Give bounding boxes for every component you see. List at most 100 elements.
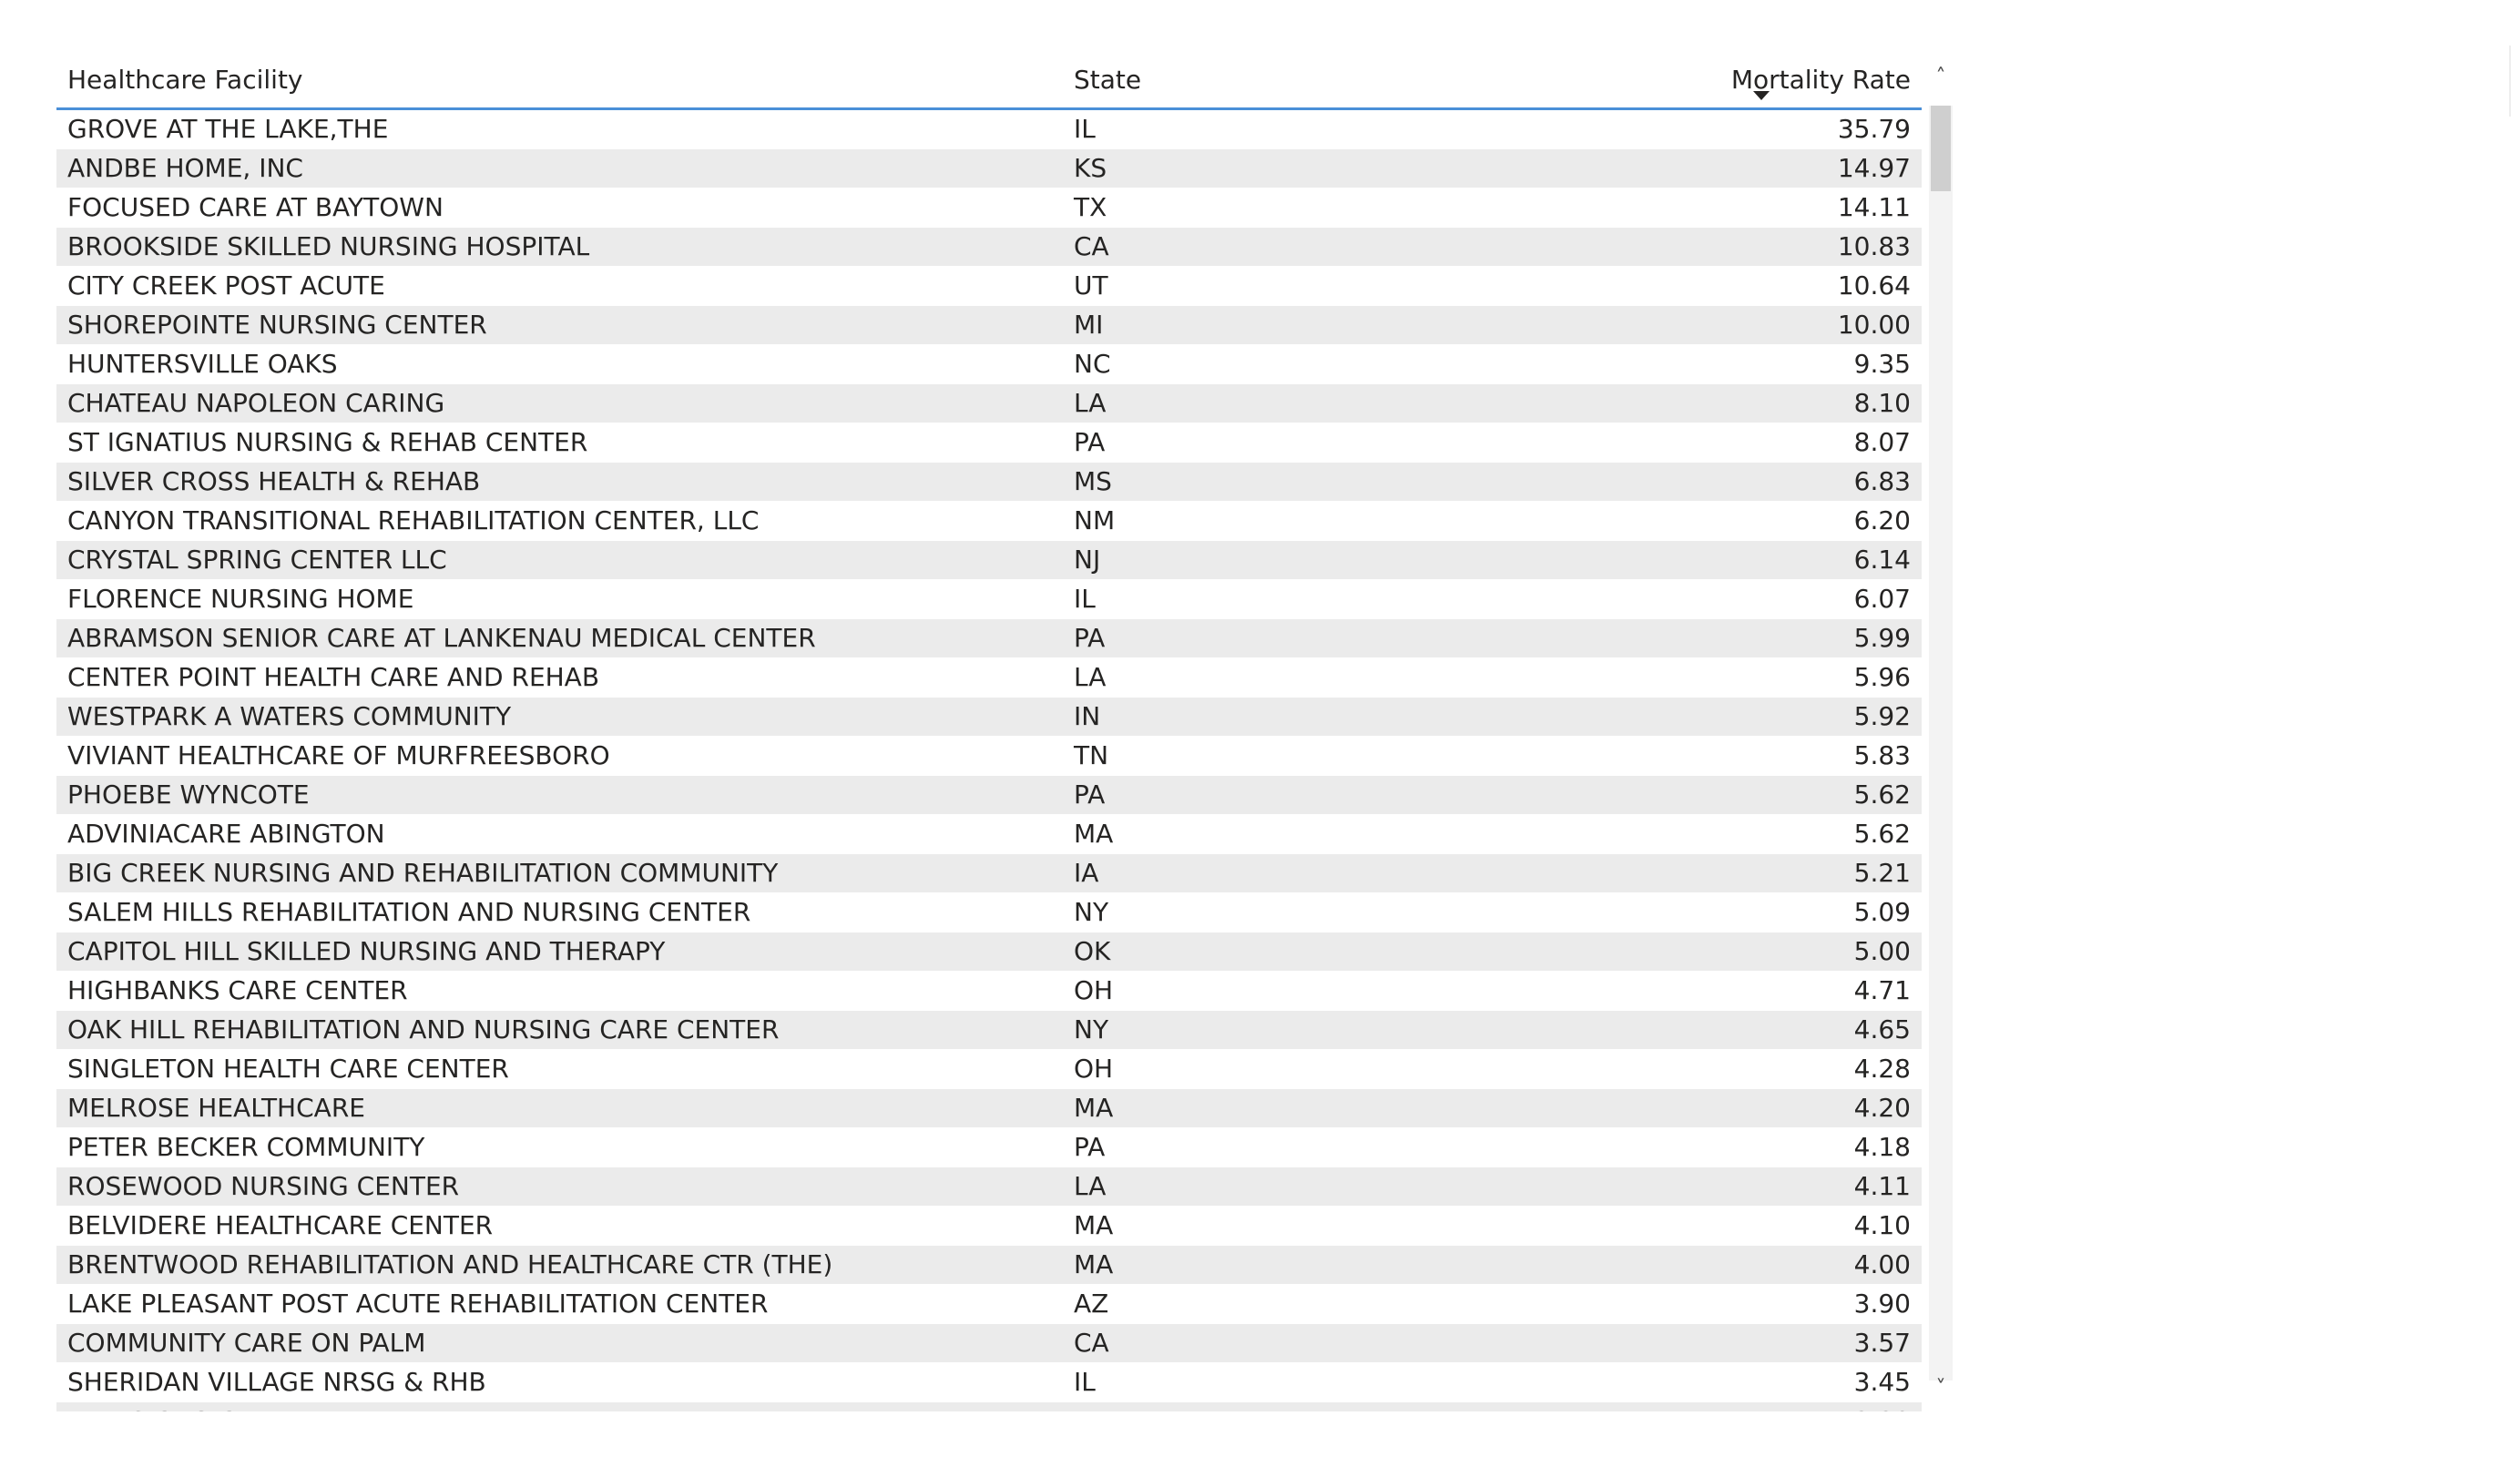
- scroll-up-icon[interactable]: ˄: [1935, 66, 1946, 88]
- cell-mortality-rate: 35.79: [1837, 114, 1911, 144]
- cell-mortality-rate: 9.35: [1853, 349, 1911, 379]
- cell-state: TX: [1074, 192, 1107, 222]
- table-row[interactable]: SILVER CROSS HEALTH & REHAB MS 6.83: [56, 463, 1922, 502]
- cell-mortality-rate: 5.92: [1853, 701, 1911, 731]
- cell-healthcare-facility: COMMUNITY CARE ON PALM: [67, 1328, 426, 1358]
- table-row[interactable]: MELROSE HEALTHCARE MA 4.20: [56, 1089, 1922, 1128]
- cell-mortality-rate: 6.20: [1853, 505, 1911, 535]
- cell-healthcare-facility: VIVIANT HEALTHCARE OF MURFREESBORO: [67, 740, 610, 770]
- table-row[interactable]: ABRAMSON SENIOR CARE AT LANKENAU MEDICAL…: [56, 619, 1922, 658]
- table-row[interactable]: CHATEAU NAPOLEON CARING LA 8.10: [56, 384, 1922, 423]
- cell-mortality-rate: 8.10: [1853, 388, 1911, 418]
- table-row[interactable]: FLORENCE NURSING HOME IL 6.07: [56, 580, 1922, 619]
- cell-state: NJ: [1074, 545, 1101, 575]
- cell-healthcare-facility: OAK HILL REHABILITATION AND NURSING CARE…: [67, 1014, 780, 1044]
- cell-healthcare-facility: HIGHBANKS CARE CENTER: [67, 975, 408, 1005]
- table-row[interactable]: PETER BECKER COMMUNITY PA 4.18: [56, 1128, 1922, 1167]
- table-row[interactable]: LAKE PLEASANT POST ACUTE REHABILITATION …: [56, 1285, 1922, 1324]
- cell-healthcare-facility: SHOREPOINTE NURSING CENTER: [67, 310, 487, 340]
- table-row[interactable]: OAK HILL REHABILITATION AND NURSING CARE…: [56, 1011, 1922, 1050]
- cell-healthcare-facility: SINGLETON HEALTH CARE CENTER: [67, 1054, 509, 1084]
- table-row[interactable]: ANN'S CHOICE PA 3.39: [56, 1402, 1922, 1411]
- table-row[interactable]: ROSEWOOD NURSING CENTER LA 4.11: [56, 1167, 1922, 1207]
- cell-mortality-rate: 5.99: [1853, 623, 1911, 653]
- table-row[interactable]: SHOREPOINTE NURSING CENTER MI 10.00: [56, 306, 1922, 345]
- table-row[interactable]: CAPITOL HILL SKILLED NURSING AND THERAPY…: [56, 932, 1922, 972]
- scrollbar-thumb[interactable]: [1931, 106, 1951, 191]
- cell-state: PA: [1074, 779, 1106, 810]
- cell-healthcare-facility: FLORENCE NURSING HOME: [67, 584, 414, 614]
- cell-healthcare-facility: ANDBE HOME, INC: [67, 153, 303, 183]
- table-row[interactable]: SINGLETON HEALTH CARE CENTER OH 4.28: [56, 1050, 1922, 1089]
- column-header-state[interactable]: State: [1074, 65, 1142, 95]
- cell-healthcare-facility: CITY CREEK POST ACUTE: [67, 270, 385, 301]
- cell-state: MA: [1074, 1210, 1114, 1240]
- cell-state: UT: [1074, 270, 1108, 301]
- cell-state: MA: [1074, 1093, 1114, 1123]
- cell-state: IN: [1074, 701, 1101, 731]
- table-row[interactable]: CANYON TRANSITIONAL REHABILITATION CENTE…: [56, 502, 1922, 541]
- table-row[interactable]: HUNTERSVILLE OAKS NC 9.35: [56, 345, 1922, 384]
- table-row[interactable]: COMMUNITY CARE ON PALM CA 3.57: [56, 1324, 1922, 1363]
- table-row[interactable]: CRYSTAL SPRING CENTER LLC NJ 6.14: [56, 541, 1922, 580]
- cell-healthcare-facility: SALEM HILLS REHABILITATION AND NURSING C…: [67, 897, 751, 927]
- table-row[interactable]: SHERIDAN VILLAGE NRSG & RHB IL 3.45: [56, 1363, 1922, 1402]
- table-row[interactable]: BRENTWOOD REHABILITATION AND HEALTHCARE …: [56, 1246, 1922, 1285]
- cell-mortality-rate: 6.83: [1853, 466, 1911, 496]
- cell-state: CA: [1074, 1328, 1109, 1358]
- cell-state: OK: [1074, 936, 1111, 966]
- cell-mortality-rate: 3.45: [1853, 1367, 1911, 1397]
- table-row[interactable]: BIG CREEK NURSING AND REHABILITATION COM…: [56, 854, 1922, 893]
- cell-state: PA: [1074, 1132, 1106, 1162]
- cell-state: NY: [1074, 897, 1109, 927]
- table-row[interactable]: GROVE AT THE LAKE,THE IL 35.79: [56, 110, 1922, 149]
- table-row[interactable]: BELVIDERE HEALTHCARE CENTER MA 4.10: [56, 1207, 1922, 1246]
- cell-mortality-rate: 5.62: [1853, 819, 1911, 849]
- cell-state: MA: [1074, 819, 1114, 849]
- table-row[interactable]: SALEM HILLS REHABILITATION AND NURSING C…: [56, 893, 1922, 932]
- table-row[interactable]: ST IGNATIUS NURSING & REHAB CENTER PA 8.07: [56, 423, 1922, 463]
- column-header-healthcare-facility[interactable]: Healthcare Facility: [67, 65, 303, 95]
- table-row[interactable]: ANDBE HOME, INC KS 14.97: [56, 149, 1922, 188]
- table-row[interactable]: FOCUSED CARE AT BAYTOWN TX 14.11: [56, 188, 1922, 228]
- table-row[interactable]: CENTER POINT HEALTH CARE AND REHAB LA 5.96: [56, 658, 1922, 698]
- scroll-down-icon[interactable]: ˅: [1935, 1377, 1946, 1400]
- cell-mortality-rate: 6.14: [1853, 545, 1911, 575]
- cell-mortality-rate: 3.39: [1854, 1402, 1911, 1411]
- cell-healthcare-facility: SILVER CROSS HEALTH & REHAB: [67, 466, 481, 496]
- cell-state: IA: [1074, 858, 1099, 888]
- cell-state: LA: [1074, 1171, 1107, 1201]
- table-row[interactable]: WESTPARK A WATERS COMMUNITY IN 5.92: [56, 698, 1922, 737]
- table-body: GROVE AT THE LAKE,THE IL 35.79 ANDBE HOME, …: [56, 110, 1922, 1411]
- cell-mortality-rate: 4.18: [1853, 1132, 1911, 1162]
- cell-mortality-rate: 5.09: [1853, 897, 1911, 927]
- table-row[interactable]: PHOEBE WYNCOTE PA 5.62: [56, 776, 1922, 815]
- table-row[interactable]: VIVIANT HEALTHCARE OF MURFREESBORO TN 5.83: [56, 737, 1922, 776]
- cell-state: TN: [1074, 740, 1109, 770]
- cell-state: IL: [1074, 584, 1096, 614]
- column-header-mortality-rate[interactable]: Mortality Rate: [1730, 65, 1911, 95]
- table-row[interactable]: CITY CREEK POST ACUTE UT 10.64: [56, 267, 1922, 306]
- cell-state: CA: [1074, 231, 1109, 261]
- sort-descending-icon[interactable]: [1753, 91, 1770, 100]
- cell-state: AZ: [1074, 1289, 1109, 1319]
- cell-healthcare-facility: FOCUSED CARE AT BAYTOWN: [67, 192, 444, 222]
- cell-healthcare-facility: WESTPARK A WATERS COMMUNITY: [67, 701, 512, 731]
- cell-state: IL: [1074, 1367, 1096, 1397]
- table-row[interactable]: BROOKSIDE SKILLED NURSING HOSPITAL CA 10.8…: [56, 228, 1922, 267]
- table-row[interactable]: ADVINIACARE ABINGTON MA 5.62: [56, 815, 1922, 854]
- cell-mortality-rate: 14.11: [1837, 192, 1911, 222]
- vertical-scrollbar[interactable]: ˄ ˅: [1929, 55, 1953, 1411]
- cell-healthcare-facility: CAPITOL HILL SKILLED NURSING AND THERAPY: [67, 936, 666, 966]
- table-row[interactable]: HIGHBANKS CARE CENTER OH 4.71: [56, 972, 1922, 1011]
- cell-healthcare-facility: BRENTWOOD REHABILITATION AND HEALTHCARE …: [67, 1249, 833, 1279]
- scrollbar-track[interactable]: [1929, 106, 1953, 1381]
- table-header: Healthcare Facility State Mortality Rate: [56, 53, 1922, 110]
- cell-state: PA: [1074, 623, 1106, 653]
- page-edge-divider: [2509, 46, 2511, 117]
- cell-mortality-rate: 10.00: [1837, 310, 1911, 340]
- cell-healthcare-facility: MELROSE HEALTHCARE: [67, 1093, 365, 1123]
- cell-state: PA: [1074, 427, 1106, 457]
- cell-mortality-rate: 4.71: [1853, 975, 1911, 1005]
- cell-healthcare-facility: ADVINIACARE ABINGTON: [67, 819, 385, 849]
